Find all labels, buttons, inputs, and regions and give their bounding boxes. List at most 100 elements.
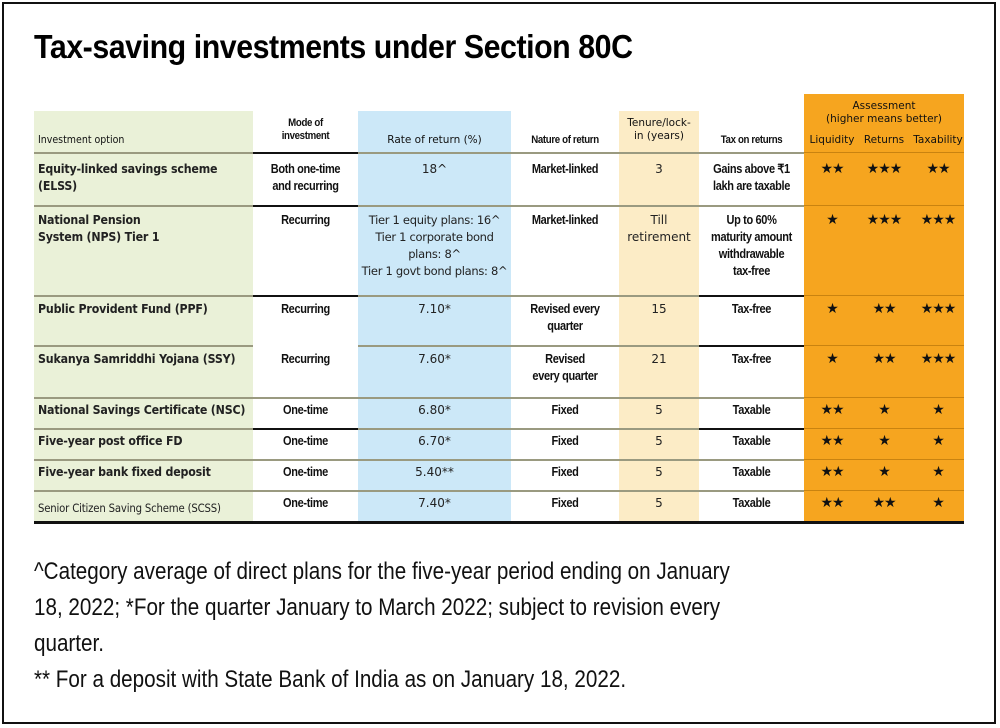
- row-post-office-fd-taxability-stars: ★: [932, 432, 945, 448]
- row-bank-fd-taxability-stars: ★: [932, 463, 945, 479]
- row-nsc-nature: Fixed: [551, 403, 579, 417]
- rate-column-bg: [358, 111, 511, 522]
- row-divider: [699, 428, 804, 430]
- row-nsc-returns-stars: ★: [878, 401, 891, 417]
- row-ppf-mode: Recurring: [281, 302, 330, 316]
- row-ssy-returns-stars: ★★: [872, 350, 896, 366]
- row-post-office-fd-name: Five-year post office FD: [38, 434, 183, 448]
- row-divider: [34, 490, 804, 492]
- row-divider: [804, 152, 964, 153]
- footnote-line-4: ** For a deposit with State Bank of Indi…: [34, 666, 627, 693]
- row-divider: [253, 152, 358, 154]
- header-investment-option: Investment option: [38, 134, 125, 146]
- header-taxability: Taxability: [913, 134, 963, 146]
- row-scss-tenure: 5: [655, 496, 663, 510]
- row-ppf-nature: Revised every quarter: [530, 302, 600, 333]
- row-ppf-taxability-stars: ★★★: [920, 300, 957, 316]
- row-ppf-returns-stars: ★★: [872, 300, 896, 316]
- row-divider: [804, 428, 964, 429]
- row-scss-name: Senior Citizen Saving Scheme (SCSS): [38, 501, 221, 515]
- row-elss-tax: Gains above ₹1 lakh are taxable: [713, 162, 790, 193]
- row-nps-mode: Recurring: [281, 213, 330, 227]
- row-divider: [358, 295, 699, 297]
- row-bank-fd-mode: One-time: [283, 465, 328, 479]
- row-ssy-mode: Recurring: [281, 352, 330, 366]
- row-nps-tenure: Till retirement: [627, 213, 691, 244]
- footnote-line-3: quarter.: [34, 630, 104, 657]
- row-divider: [34, 397, 804, 399]
- row-elss-mode: Both one-time and recurring: [270, 162, 341, 193]
- row-nps-liquidity-stars: ★: [826, 211, 839, 227]
- row-ssy-liquidity-stars: ★: [826, 350, 839, 366]
- header-returns: Returns: [863, 134, 905, 146]
- row-elss-tenure: 3: [655, 162, 663, 176]
- row-post-office-fd-liquidity-stars: ★★: [820, 432, 844, 448]
- row-divider: [804, 205, 964, 206]
- header-assessment: Assessment (higher means better): [826, 100, 942, 125]
- row-scss-liquidity-stars: ★★: [820, 494, 844, 510]
- row-divider: [804, 490, 964, 491]
- row-nsc-name: National Savings Certificate (NSC): [38, 403, 246, 417]
- footnote-line-1: ^Category average of direct plans for th…: [34, 558, 730, 585]
- header-nature: Nature of return: [531, 134, 599, 146]
- row-ssy-taxability-stars: ★★★: [920, 350, 957, 366]
- row-post-office-fd-nature: Fixed: [551, 434, 579, 448]
- row-divider: [804, 295, 964, 296]
- row-ppf-tax: Tax-free: [731, 302, 772, 316]
- row-elss-returns-stars: ★★★: [866, 160, 903, 176]
- row-divider: [358, 345, 699, 347]
- row-elss-nature: Market-linked: [531, 162, 599, 176]
- row-scss-returns-stars: ★★: [872, 494, 896, 510]
- row-divider: [34, 152, 253, 154]
- row-scss-taxability-stars: ★: [932, 494, 945, 510]
- row-ssy-nature: Revised every quarter: [532, 352, 598, 383]
- row-divider: [34, 428, 253, 430]
- row-divider: [699, 345, 804, 347]
- row-nps-nature: Market-linked: [531, 213, 599, 227]
- row-nps-tax: Up to 60% maturity amount withdrawable t…: [711, 213, 792, 278]
- row-divider: [34, 295, 253, 297]
- row-divider: [34, 205, 253, 207]
- row-nps-rate: Tier 1 equity plans: 16^ Tier 1 corporat…: [361, 213, 508, 278]
- header-tenure: Tenure/lock- in (years): [627, 117, 691, 142]
- row-bank-fd-returns-stars: ★: [878, 463, 891, 479]
- header-liquidity: Liquidity: [809, 134, 855, 146]
- row-elss-taxability-stars: ★★: [926, 160, 950, 176]
- header-rate: Rate of return (%): [387, 134, 482, 146]
- row-nsc-taxability-stars: ★: [932, 401, 945, 417]
- header-tax: Tax on returns: [720, 134, 783, 146]
- row-divider: [699, 295, 804, 297]
- row-nsc-tax: Taxable: [732, 403, 771, 417]
- row-ppf-rate: 7.10*: [418, 302, 451, 316]
- row-nps-name: National Pension System (NPS) Tier 1: [38, 213, 160, 244]
- row-divider: [804, 397, 964, 398]
- row-ssy-rate: 7.60*: [418, 352, 451, 366]
- row-divider: [358, 152, 804, 154]
- row-bank-fd-rate: 5.40**: [415, 465, 454, 479]
- row-divider: [253, 205, 358, 207]
- row-post-office-fd-returns-stars: ★: [878, 432, 891, 448]
- row-post-office-fd-rate: 6.70*: [418, 434, 451, 448]
- row-bank-fd-tax: Taxable: [732, 465, 771, 479]
- page-title: Tax-saving investments under Section 80C: [34, 28, 633, 65]
- row-divider: [253, 295, 358, 297]
- row-divider: [358, 205, 804, 207]
- investment-column-bg: [34, 111, 253, 522]
- row-elss-rate: 18^: [421, 162, 448, 176]
- row-post-office-fd-tenure: 5: [655, 434, 663, 448]
- row-divider: [804, 459, 964, 460]
- row-divider: [34, 345, 253, 347]
- row-ssy-tax: Tax-free: [731, 352, 772, 366]
- row-bank-fd-nature: Fixed: [551, 465, 579, 479]
- row-nsc-rate: 6.80*: [418, 403, 451, 417]
- row-nsc-tenure: 5: [655, 403, 663, 417]
- row-nps-returns-stars: ★★★: [866, 211, 903, 227]
- row-scss-mode: One-time: [283, 496, 328, 510]
- row-ppf-name: Public Provident Fund (PPF): [38, 302, 208, 316]
- tenure-column-bg: [619, 111, 699, 522]
- row-nps-taxability-stars: ★★★: [920, 211, 957, 227]
- table-bottom-rule: [34, 521, 964, 524]
- row-bank-fd-tenure: 5: [655, 465, 663, 479]
- row-scss-rate: 7.40*: [418, 496, 451, 510]
- header-mode: Mode of investment: [281, 117, 330, 142]
